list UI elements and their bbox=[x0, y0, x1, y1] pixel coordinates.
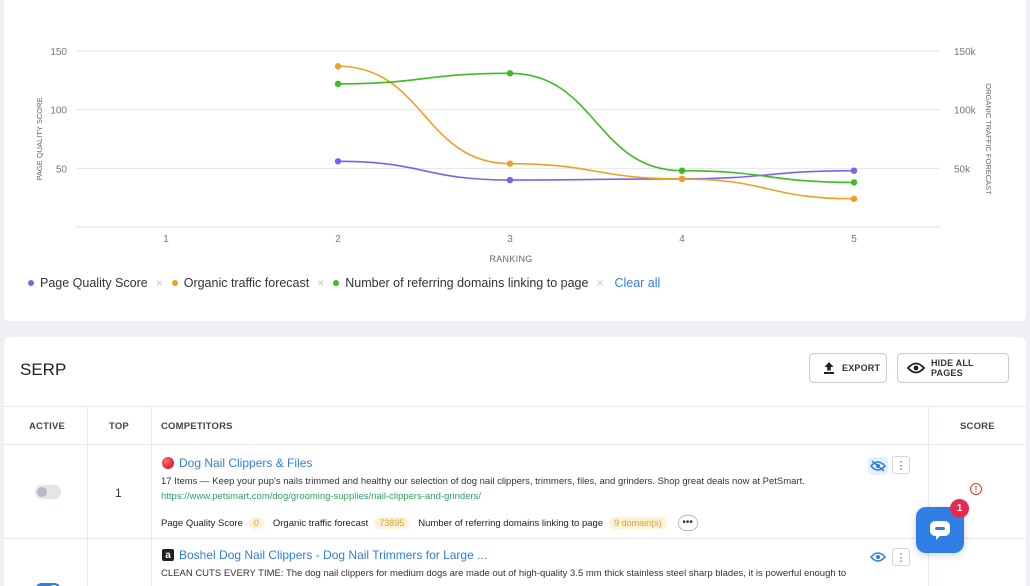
x-tick-label: 2 bbox=[335, 234, 341, 245]
y-left-tick-label: 150 bbox=[50, 47, 67, 58]
y-right-tick-label: 150k bbox=[954, 47, 977, 58]
serp-title: SERP bbox=[20, 360, 67, 379]
y-left-tick-label: 100 bbox=[50, 106, 67, 117]
x-tick-label: 3 bbox=[507, 234, 513, 245]
series-point-2 bbox=[678, 167, 686, 174]
y-right-tick-label: 50k bbox=[954, 164, 971, 175]
x-tick-label: 5 bbox=[851, 234, 857, 245]
petsmart-icon bbox=[162, 457, 174, 469]
x-tick-label: 4 bbox=[679, 234, 685, 245]
upload-icon bbox=[824, 362, 834, 374]
notification-badge: 1 bbox=[950, 499, 969, 518]
legend-item-organic-traffic: Organic traffic forecast bbox=[171, 276, 310, 290]
column-divider bbox=[151, 406, 152, 586]
clear-all-link[interactable]: Clear all bbox=[614, 276, 661, 290]
competitor-url[interactable]: https://www.petsmart.com/dog/grooming-su… bbox=[161, 491, 481, 502]
y-right-tick-label: 100k bbox=[954, 106, 977, 117]
competitor-title-link[interactable]: Boshel Dog Nail Clippers - Dog Nail Trim… bbox=[179, 548, 488, 562]
row-menu-button[interactable]: ⋮ bbox=[892, 548, 910, 566]
competitor-metrics: Page Quality Score 0 Organic traffic for… bbox=[161, 515, 698, 531]
hide-all-pages-button[interactable]: HIDE ALL PAGES bbox=[897, 353, 1009, 383]
series-point-2 bbox=[506, 70, 514, 77]
export-label: EXPORT bbox=[842, 363, 881, 373]
traffic-value: 73895 bbox=[374, 517, 410, 529]
competitor-title-link[interactable]: Dog Nail Clippers & Files bbox=[179, 456, 313, 470]
hide-all-pages-label: HIDE ALL PAGES bbox=[930, 358, 974, 378]
remove-page-quality-icon[interactable]: × bbox=[155, 276, 163, 290]
series-point-0 bbox=[850, 167, 858, 174]
pqs-label: Page Quality Score bbox=[161, 517, 243, 529]
legend-label-referring-domains: Number of referring domains linking to p… bbox=[345, 276, 589, 290]
column-header-competitors: COMPETITORS bbox=[161, 421, 233, 432]
eye-off-glyph bbox=[870, 460, 886, 472]
serp-card: SERP EXPORT HIDE ALL PAGES ACTIVE TOP CO… bbox=[4, 337, 1026, 586]
series-line-1 bbox=[337, 65, 855, 200]
legend-dot-page-quality bbox=[28, 280, 34, 286]
eye-off-icon[interactable] bbox=[868, 457, 888, 475]
legend-dot-organic-traffic bbox=[171, 280, 178, 286]
chart-legend: Page Quality Score × Organic traffic for… bbox=[28, 276, 660, 290]
legend-label-page-quality: Page Quality Score bbox=[40, 276, 148, 290]
active-toggle[interactable] bbox=[35, 485, 61, 499]
legend-item-page-quality: Page Quality Score bbox=[28, 276, 148, 290]
competitor-snippet: CLEAN CUTS EVERY TIME: The dog nail clip… bbox=[161, 568, 847, 579]
x-axis-label: RANKING bbox=[489, 254, 532, 264]
legend-dot-referring-domains bbox=[333, 280, 340, 286]
series-point-2 bbox=[334, 80, 342, 88]
table-header: ACTIVE TOP COMPETITORS SCORE bbox=[4, 406, 1026, 445]
chat-icon bbox=[930, 521, 950, 540]
domains-label: Number of referring domains linking to p… bbox=[418, 517, 604, 529]
series-point-1 bbox=[506, 160, 514, 167]
export-button[interactable]: EXPORT bbox=[809, 353, 887, 383]
domains-value: 9 domain(s) bbox=[609, 517, 667, 529]
series-point-1 bbox=[850, 195, 858, 203]
series-point-1 bbox=[678, 175, 686, 183]
traffic-label: Organic traffic forecast bbox=[272, 517, 369, 529]
series-point-1 bbox=[334, 63, 342, 70]
remove-referring-domains-icon[interactable]: × bbox=[596, 276, 604, 290]
y-right-axis-label: ORGANIC TRAFFIC FORECAST bbox=[984, 83, 993, 195]
series-line-0 bbox=[337, 160, 855, 181]
y-left-tick-label: 50 bbox=[56, 164, 68, 175]
pqs-value: 0 bbox=[248, 517, 264, 529]
x-tick-label: 1 bbox=[163, 234, 169, 245]
legend-label-organic-traffic: Organic traffic forecast bbox=[183, 276, 310, 290]
table-row: a Boshel Dog Nail Clippers - Dog Nail Tr… bbox=[4, 539, 1026, 586]
column-header-top: TOP bbox=[109, 421, 129, 432]
line-chart: 150 100 50 150k 100k 50k 1 2 3 4 5 RANKING PAGE QUAL… bbox=[35, 47, 993, 264]
column-divider bbox=[87, 406, 88, 586]
competitor-snippet: 17 Items — Keep your pup's nails trimmed… bbox=[161, 476, 805, 487]
series-point-2 bbox=[850, 179, 858, 186]
y-left-axis-label: PAGE QUALITY SCORE bbox=[35, 97, 44, 180]
column-divider bbox=[928, 406, 929, 586]
row-menu-button[interactable]: ⋮ bbox=[892, 456, 910, 474]
legend-item-referring-domains: Number of referring domains linking to p… bbox=[333, 276, 588, 290]
amazon-icon: a bbox=[162, 549, 174, 561]
rank-value: 1 bbox=[115, 486, 122, 500]
remove-organic-traffic-icon[interactable]: × bbox=[317, 276, 325, 290]
score-value: 56 bbox=[966, 583, 985, 586]
more-options-button[interactable]: ••• bbox=[677, 515, 698, 531]
series-point-0 bbox=[506, 176, 514, 184]
column-header-score: SCORE bbox=[960, 421, 995, 432]
warning-icon: ! bbox=[970, 483, 982, 495]
series-line-2 bbox=[337, 72, 855, 184]
toggle-knob bbox=[37, 487, 47, 497]
column-header-active: ACTIVE bbox=[29, 421, 66, 432]
table-row: 1 Dog Nail Clippers & Files 17 Items — K… bbox=[4, 445, 1026, 539]
eye-glyph bbox=[870, 552, 886, 562]
series-point-0 bbox=[334, 158, 342, 165]
eye-icon[interactable] bbox=[868, 548, 888, 566]
chart-card: 150 100 50 150k 100k 50k 1 2 3 4 5 RANKING PAGE QUAL… bbox=[4, 0, 1026, 321]
eye-icon bbox=[907, 362, 925, 374]
